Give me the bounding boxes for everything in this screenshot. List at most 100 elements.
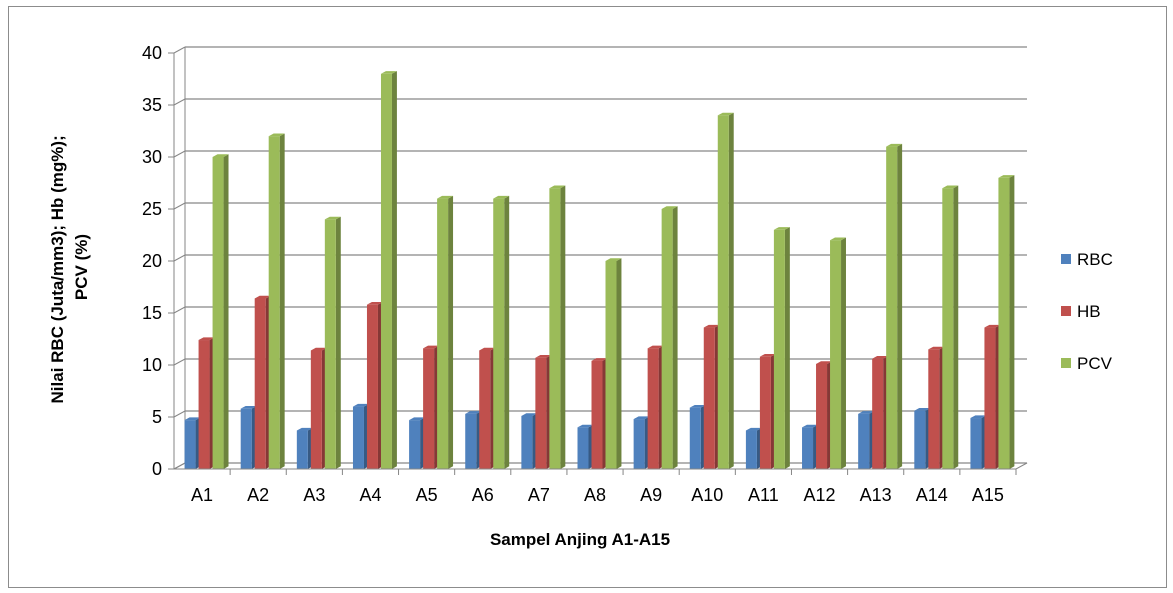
bar-front [942, 188, 954, 469]
bar-rbc-a5 [409, 417, 426, 469]
x-tick-label: A2 [247, 485, 269, 505]
bar-front [296, 430, 308, 469]
bar-top [479, 347, 496, 351]
bar-side [784, 227, 790, 469]
gridline-side [173, 202, 186, 210]
x-tick-label: A5 [416, 485, 438, 505]
bar-top [886, 143, 903, 147]
bar-top [984, 324, 1001, 328]
bar-pcv-a7 [549, 185, 566, 469]
bar-side [560, 185, 566, 469]
bar-front [858, 413, 870, 469]
legend-swatch-rbc [1061, 254, 1071, 264]
bar-hb-a12 [816, 361, 832, 469]
bar-top [184, 417, 201, 421]
bar-top [535, 355, 552, 358]
bar-rbc-a6 [465, 411, 482, 469]
gridline-side [173, 306, 186, 314]
bar-side [223, 154, 229, 470]
bar-front [493, 198, 505, 469]
gridline-side [173, 358, 186, 366]
bar-front [928, 349, 940, 469]
bar-top [914, 408, 931, 411]
gridline-side [173, 46, 186, 54]
bar-rbc-a2 [240, 405, 257, 469]
bar-top [970, 415, 987, 419]
bar-front [268, 136, 280, 469]
bar-top [465, 411, 482, 414]
bar-pcv-a1 [212, 154, 229, 470]
bar-rbc-a4 [352, 403, 369, 469]
bar-top [366, 301, 383, 305]
bar-top [802, 424, 818, 428]
bar-front [633, 419, 645, 469]
bar-front [689, 407, 701, 469]
bar-hb-a6 [479, 347, 496, 469]
bar-top [591, 358, 608, 361]
bar-front [998, 177, 1010, 470]
bar-top [703, 324, 720, 328]
tick-labels: 0 5 10 15 20 25 30 35 40 A1 A2 A3 A4 A5 A6 A7 A8 A9 A10 A11… [142, 43, 1004, 505]
bar-front [703, 327, 715, 469]
bar-pcv-a11 [773, 227, 790, 469]
bar-top [998, 175, 1015, 178]
bar-hb-a8 [591, 358, 608, 469]
bar-front [212, 157, 224, 469]
bar-rbc-a3 [296, 427, 313, 469]
bar-front [380, 73, 392, 470]
bar-front [409, 420, 421, 469]
x-tick-label: A7 [528, 485, 550, 505]
bar-front [535, 357, 547, 469]
bar-rbc-a15 [970, 415, 987, 469]
bar-pcv-a4 [380, 71, 397, 470]
bar-side [953, 185, 959, 469]
x-tick-label: A10 [691, 485, 723, 505]
bar-top [773, 227, 790, 230]
bar-front [591, 360, 603, 469]
bar-rbc-a7 [521, 413, 538, 469]
bar-front [324, 219, 336, 469]
y-axis-title: Nilai RBC (Juta/mm3); Hb (mg%); PCV (%) [48, 131, 91, 404]
x-tick-label: A1 [191, 485, 213, 505]
bar-top [647, 345, 664, 349]
bar-top [493, 195, 510, 199]
axes [168, 52, 1017, 475]
bar-top [268, 133, 285, 137]
x-tick-label: A11 [748, 485, 779, 505]
bar-front [984, 327, 996, 469]
x-tick-label: A6 [472, 485, 494, 505]
bar-top [759, 353, 776, 357]
bar-front [802, 427, 814, 469]
y-tick-label: 35 [142, 95, 162, 115]
bar-front [240, 408, 252, 469]
bar-front [352, 406, 364, 469]
bar-pcv-a3 [324, 216, 341, 469]
x-tick-label: A8 [584, 485, 606, 505]
bar-front [366, 304, 378, 469]
bar-rbc-a12 [802, 424, 818, 469]
bar-hb-a4 [366, 301, 383, 469]
bar-side [504, 195, 510, 469]
legend-label-rbc: RBC [1077, 250, 1113, 269]
bar-front [914, 410, 926, 469]
bar-front [830, 240, 842, 469]
bar-top [717, 112, 734, 116]
bar-side [897, 143, 903, 469]
y-tick-label: 30 [142, 147, 162, 167]
bar-top [858, 411, 875, 414]
x-tick-label: A9 [640, 485, 662, 505]
bar-pcv-a13 [886, 143, 903, 469]
bar-hb-a3 [310, 347, 327, 469]
bar-hb-a11 [759, 353, 776, 469]
y-tick-label: 0 [152, 459, 162, 479]
bar-top [830, 237, 846, 241]
bar-front [549, 188, 561, 469]
bar-top [380, 71, 397, 74]
bar-top [872, 356, 889, 359]
bar-pcv-a8 [605, 258, 622, 469]
bar-front [577, 427, 589, 469]
bar-top [240, 405, 257, 409]
bar-side [728, 112, 734, 469]
bar-front [647, 348, 659, 469]
bar-front [717, 115, 729, 470]
